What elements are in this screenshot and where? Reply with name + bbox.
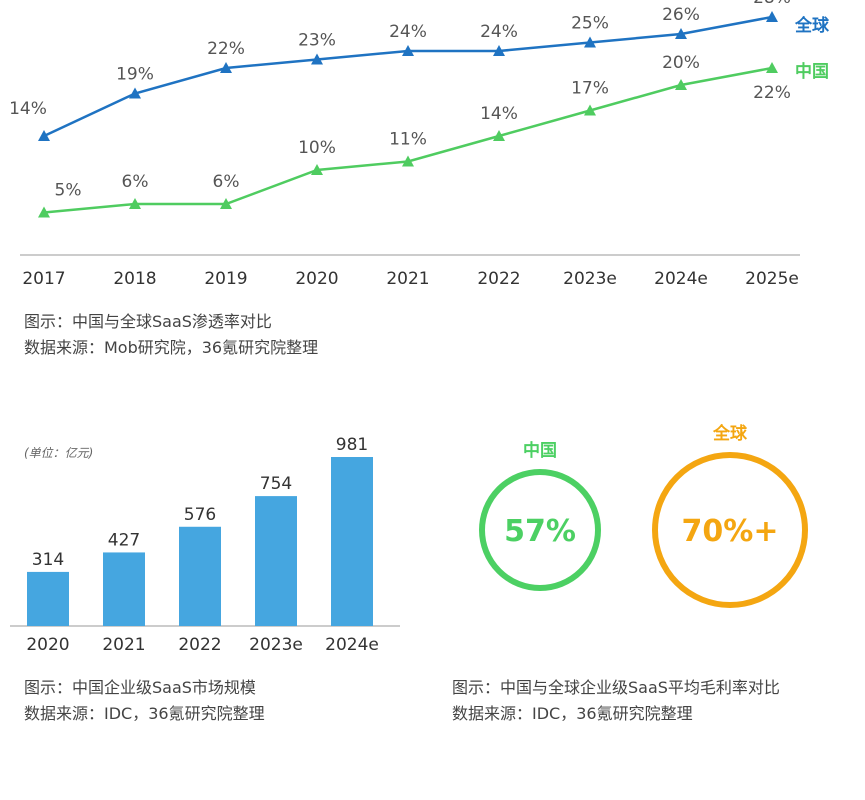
data-point-china <box>584 104 596 116</box>
data-point-global <box>766 11 778 22</box>
data-point-china <box>766 62 778 73</box>
data-point-global <box>129 87 141 99</box>
bar-value-label: 754 <box>260 474 292 494</box>
bar-category-label: 2023e <box>249 635 303 655</box>
bar-value-label: 314 <box>32 550 64 570</box>
x-tick-label: 2023e <box>563 269 617 289</box>
margin-ring-china <box>479 469 601 591</box>
data-label-global: 22% <box>207 39 245 59</box>
line-chart-caption: 图示：中国与全球SaaS渗透率对比 数据来源：Mob研究院，36氪研究院整理 <box>24 309 318 361</box>
data-label-global: 26% <box>662 5 700 25</box>
donut-chart-caption-source: 数据来源：IDC，36氪研究院整理 <box>452 704 693 723</box>
line-chart-caption-title: 图示：中国与全球SaaS渗透率对比 <box>24 312 272 331</box>
legend-global: 全球 <box>794 15 830 36</box>
data-point-global <box>311 53 323 65</box>
data-label-china: 10% <box>298 138 336 158</box>
x-tick-label: 2025e <box>745 269 799 289</box>
data-point-global <box>38 130 50 141</box>
data-point-china <box>38 206 50 218</box>
data-label-china: 17% <box>571 79 609 99</box>
data-point-china <box>220 198 232 209</box>
bar-category-label: 2022 <box>178 635 221 655</box>
data-label-china: 14% <box>480 104 518 124</box>
market-size-bar-chart: (单位：亿元) 314 2020 427 2021 576 2022 754 2023e 981 2… <box>10 435 400 655</box>
data-point-global <box>493 45 505 56</box>
bar-value-label: 981 <box>336 435 368 455</box>
data-point-china <box>311 164 323 175</box>
donut-chart-caption: 图示：中国与全球企业级SaaS平均毛利率对比 数据来源：IDC，36氪研究院整理 <box>452 675 780 727</box>
data-label-china: 6% <box>122 172 149 192</box>
margin-value-china: 57% <box>504 514 576 549</box>
data-label-china: 5% <box>55 181 82 201</box>
margin-value-global: 70%+ <box>682 514 779 549</box>
penetration-line-chart: 2017 2018 2019 2020 2021 2022 2023e 2024e 2025e 1… <box>9 0 830 289</box>
data-point-china <box>493 130 505 141</box>
gross-margin-donut-chart: 57% 中国 70%+ 全球 <box>479 423 808 608</box>
line-chart-caption-source: 数据来源：Mob研究院，36氪研究院整理 <box>24 338 319 357</box>
bar <box>103 552 145 626</box>
x-tick-label: 2018 <box>113 269 156 289</box>
data-label-global: 14% <box>9 99 47 119</box>
data-point-china <box>675 79 687 90</box>
x-tick-label: 2022 <box>477 269 520 289</box>
unit-label: (单位：亿元) <box>24 446 93 460</box>
bar <box>27 571 69 626</box>
margin-title-china: 中国 <box>523 440 557 461</box>
data-point-global <box>220 62 232 73</box>
data-label-china: 20% <box>662 53 700 73</box>
data-point-global <box>402 45 414 56</box>
bar-chart-caption-title: 图示：中国企业级SaaS市场规模 <box>24 678 256 697</box>
x-tick-label: 2017 <box>22 269 65 289</box>
data-point-global <box>675 28 687 39</box>
bar-chart-caption-source: 数据来源：IDC，36氪研究院整理 <box>24 704 265 723</box>
margin-title-global: 全球 <box>712 423 748 444</box>
data-label-global: 24% <box>389 22 427 42</box>
data-label-global: 28% <box>753 0 791 8</box>
bar-value-label: 576 <box>184 505 216 525</box>
donut-chart-caption-title: 图示：中国与全球企业级SaaS平均毛利率对比 <box>452 678 780 697</box>
x-tick-label: 2019 <box>204 269 247 289</box>
bar-category-label: 2021 <box>102 635 145 655</box>
data-label-global: 24% <box>480 22 518 42</box>
bar-category-label: 2020 <box>26 635 69 655</box>
bar <box>331 457 373 626</box>
data-label-china: 22% <box>753 83 791 103</box>
x-tick-label: 2024e <box>654 269 708 289</box>
margin-ring-global <box>652 452 808 608</box>
data-label-global: 25% <box>571 14 609 34</box>
bar-chart-caption: 图示：中国企业级SaaS市场规模 数据来源：IDC，36氪研究院整理 <box>24 675 265 727</box>
bar-value-label: 427 <box>108 530 140 550</box>
legend-china: 中国 <box>795 61 829 82</box>
data-point-global <box>584 36 596 48</box>
data-point-china <box>129 198 141 209</box>
bar-category-label: 2024e <box>325 635 379 655</box>
data-label-china: 6% <box>213 172 240 192</box>
data-label-china: 11% <box>389 130 427 150</box>
x-tick-label: 2021 <box>386 269 429 289</box>
x-tick-label: 2020 <box>295 269 338 289</box>
bar <box>255 496 297 626</box>
bar <box>179 526 221 626</box>
data-label-global: 23% <box>298 31 336 51</box>
data-point-china <box>402 155 414 167</box>
data-label-global: 19% <box>116 65 154 85</box>
